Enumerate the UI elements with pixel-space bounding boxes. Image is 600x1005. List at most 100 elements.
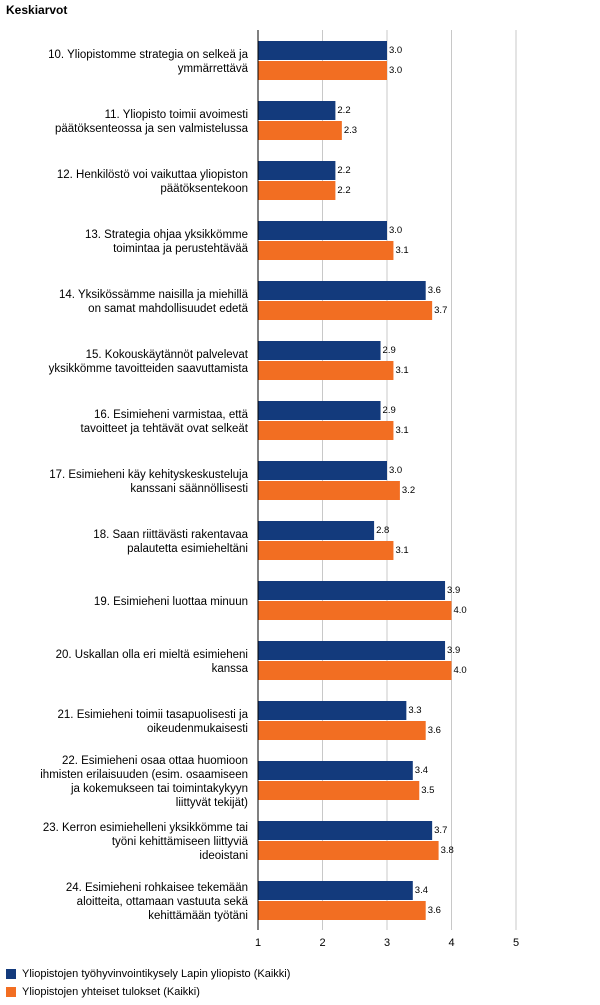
data-label: 3.3 — [408, 705, 421, 716]
bar-series-2 — [258, 361, 394, 380]
data-label: 3.1 — [395, 365, 408, 376]
category-label: oikeudenmukaisesti — [147, 723, 248, 735]
bar-series-2 — [258, 61, 387, 80]
category-label: kanssani säännöllisesti — [130, 483, 248, 495]
category-label: yksikkömme tavoitteiden saavuttamista — [49, 363, 249, 375]
category-label: 10. Yliopistomme strategia on selkeä ja — [48, 49, 248, 61]
bar-chart: 1 2 3 4 5 10. Yliopistomme strategia on selke… — [40, 30, 519, 949]
category-label: 19. Esimieheni luottaa minuun — [94, 596, 248, 608]
data-label: 3.0 — [389, 465, 402, 476]
category-label: kehittämään työtäni — [148, 910, 248, 922]
data-label: 3.1 — [395, 545, 408, 556]
category-label: aloitteita, ottamaan vastuuta sekä — [77, 896, 249, 908]
data-label: 3.7 — [434, 825, 447, 836]
legend-item-series-2: Yliopistojen yhteiset tulokset (Kaikki) — [6, 986, 200, 998]
bar-series-2 — [258, 241, 394, 260]
bar-series-2 — [258, 481, 400, 500]
data-label: 3.1 — [395, 425, 408, 436]
legend-swatch-series-2 — [6, 987, 16, 997]
data-label: 3.0 — [389, 45, 402, 56]
bar-series-2 — [258, 601, 452, 620]
data-label: 3.1 — [395, 245, 408, 256]
bar-series-1 — [258, 881, 413, 900]
category-label: 13. Strategia ohjaa yksikkömme — [85, 229, 248, 241]
category-label: liittyvät tekijät) — [176, 797, 248, 809]
bar-series-1 — [258, 641, 446, 660]
data-label: 3.4 — [415, 765, 428, 776]
category-label: 22. Esimieheni osaa ottaa huomioon — [62, 755, 248, 767]
data-label: 4.0 — [454, 605, 467, 616]
category-label: palautetta esimieheltäni — [127, 543, 248, 555]
bar-series-1 — [258, 821, 433, 840]
category-label: ideoistani — [199, 850, 248, 862]
data-label: 2.3 — [344, 125, 357, 136]
x-tick-label: 4 — [448, 937, 454, 949]
legend-label-series-2: Yliopistojen yhteiset tulokset (Kaikki) — [22, 986, 200, 998]
bar-series-1 — [258, 761, 413, 780]
category-label: 16. Esimieheni varmistaa, että — [94, 409, 249, 421]
category-label: on samat mahdollisuudet edetä — [88, 303, 248, 315]
bar-series-2 — [258, 721, 426, 740]
data-label: 3.2 — [402, 485, 415, 496]
data-label: 3.8 — [441, 845, 454, 856]
data-label: 3.9 — [447, 645, 460, 656]
category-label: päätöksentekoon — [160, 183, 248, 195]
category-label: 20. Uskallan olla eri mieltä esimieheni — [56, 649, 248, 661]
bar-series-2 — [258, 541, 394, 560]
category-label: 21. Esimieheni toimii tasapuolisesti ja — [58, 709, 249, 721]
data-label: 3.6 — [428, 905, 441, 916]
x-tick-label: 5 — [513, 937, 519, 949]
category-label: 24. Esimieheni rohkaisee tekemään — [66, 882, 248, 894]
bar-series-1 — [258, 101, 336, 120]
category-label: päätöksenteossa ja sen valmistelussa — [55, 123, 249, 135]
bar-series-2 — [258, 301, 433, 320]
category-label: 17. Esimieheni käy kehityskeskusteluja — [49, 469, 248, 481]
data-label: 3.9 — [447, 585, 460, 596]
x-tick-label: 2 — [319, 937, 325, 949]
category-label: ymmärrettävä — [178, 63, 249, 75]
bar-series-1 — [258, 221, 387, 240]
category-label: 23. Kerron esimiehelleni yksikkömme tai — [43, 822, 248, 834]
bar-series-1 — [258, 521, 375, 540]
bar-series-1 — [258, 41, 387, 60]
data-label: 3.6 — [428, 285, 441, 296]
category-label: 18. Saan riittävästi rakentavaa — [93, 529, 248, 541]
data-label: 2.2 — [337, 105, 350, 116]
bar-series-2 — [258, 661, 452, 680]
legend-label-series-1: Yliopistojen työhyvinvointikysely Lapin … — [22, 968, 291, 980]
x-tick-label: 1 — [255, 937, 261, 949]
bar-series-2 — [258, 781, 420, 800]
category-label: ja kokemukseen tai toimintakykyyn — [70, 783, 248, 795]
category-label: 11. Yliopisto toimii avoimesti — [105, 109, 248, 121]
category-label: ihmisten erilaisuuden (esim. osaamiseen — [40, 769, 248, 781]
data-label: 3.5 — [421, 785, 434, 796]
data-label: 2.9 — [383, 345, 396, 356]
data-label: 3.6 — [428, 725, 441, 736]
bar-series-1 — [258, 161, 336, 180]
data-label: 3.0 — [389, 225, 402, 236]
data-label: 2.2 — [337, 165, 350, 176]
category-label: kanssa — [212, 663, 249, 675]
bar-series-1 — [258, 461, 387, 480]
bar-series-1 — [258, 341, 381, 360]
bar-series-1 — [258, 581, 446, 600]
bar-series-1 — [258, 701, 407, 720]
chart-title: Keskiarvot — [6, 3, 68, 17]
category-label: 12. Henkilöstö voi vaikuttaa yliopiston — [57, 169, 248, 181]
data-label: 3.0 — [389, 65, 402, 76]
x-tick-label: 3 — [384, 937, 390, 949]
bar-series-1 — [258, 401, 381, 420]
category-label: 14. Yksikössämme naisilla ja miehillä — [59, 289, 249, 301]
data-label: 2.2 — [337, 185, 350, 196]
category-label: tavoitteet ja tehtävät ovat selkeät — [81, 423, 249, 435]
legend-swatch-series-1 — [6, 969, 16, 979]
data-label: 3.4 — [415, 885, 428, 896]
category-label: työni kehittämiseen liittyviä — [112, 836, 249, 848]
category-label: 15. Kokouskäytännöt palvelevat — [86, 349, 249, 361]
category-label: toimintaa ja perustehtävää — [113, 243, 248, 255]
data-label: 2.8 — [376, 525, 389, 536]
bar-series-2 — [258, 841, 439, 860]
bar-series-2 — [258, 421, 394, 440]
bar-series-2 — [258, 121, 342, 140]
bar-series-1 — [258, 281, 426, 300]
